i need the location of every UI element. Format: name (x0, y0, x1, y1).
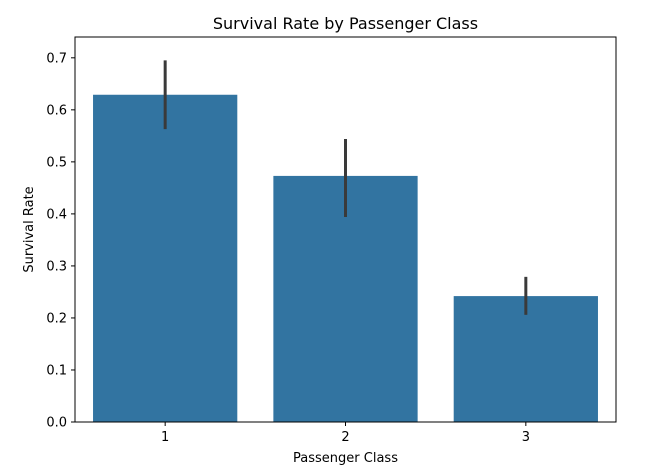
y-tick-label: 0.1 (46, 363, 67, 378)
y-tick-label: 0.0 (46, 416, 67, 431)
y-axis-label: Survival Rate (22, 186, 37, 272)
bar-1 (93, 94, 238, 422)
y-tick-label: 0.3 (46, 259, 67, 274)
bar-3 (453, 296, 598, 422)
x-axis-label: Passenger Class (293, 451, 398, 466)
x-tick-label-2: 2 (341, 430, 349, 445)
y-tick-label: 0.4 (46, 207, 67, 222)
y-tick-label: 0.2 (46, 311, 67, 326)
y-tick-label: 0.7 (46, 51, 67, 66)
y-tick-label: 0.6 (46, 103, 67, 118)
chart-title: Survival Rate by Passenger Class (213, 14, 478, 33)
x-tick-label-3: 3 (522, 430, 530, 445)
y-tick-label: 0.5 (46, 155, 67, 170)
plot-frame (74, 36, 617, 423)
x-tick-label-1: 1 (161, 430, 169, 445)
plot-area: 1 2 3 0.0 0.1 0.2 0.3 0.4 0.5 0.6 0.7 (46, 51, 598, 445)
